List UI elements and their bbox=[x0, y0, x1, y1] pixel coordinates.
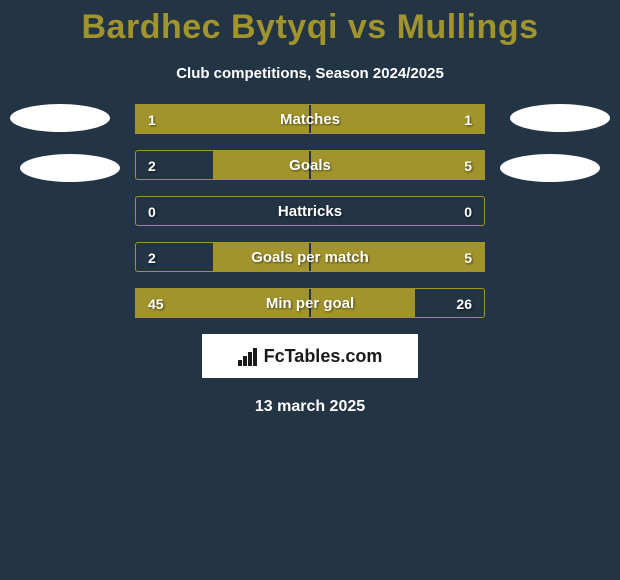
date-label: 13 march 2025 bbox=[0, 398, 620, 416]
value-left: 45 bbox=[136, 289, 176, 319]
value-right: 26 bbox=[444, 289, 484, 319]
bar-right bbox=[311, 288, 415, 318]
player-left-avatar-1 bbox=[10, 104, 110, 132]
value-left: 1 bbox=[136, 105, 168, 135]
value-left: 2 bbox=[136, 243, 168, 273]
bar-left bbox=[213, 150, 309, 180]
bar-chart-icon bbox=[238, 346, 260, 366]
subtitle: Club competitions, Season 2024/2025 bbox=[0, 65, 620, 82]
row-matches: 1 1 Matches bbox=[135, 104, 485, 134]
value-right: 5 bbox=[452, 243, 484, 273]
player-right-avatar-2 bbox=[500, 154, 600, 182]
row-hattricks: 0 0 Hattricks bbox=[135, 196, 485, 226]
bar-left bbox=[213, 242, 309, 272]
brand-text: FcTables.com bbox=[264, 346, 383, 367]
row-min-per-goal: 45 26 Min per goal bbox=[135, 288, 485, 318]
brand-box[interactable]: FcTables.com bbox=[202, 334, 418, 378]
value-left: 0 bbox=[136, 197, 168, 227]
value-right: 5 bbox=[452, 151, 484, 181]
value-left: 2 bbox=[136, 151, 168, 181]
row-goals-per-match: 2 5 Goals per match bbox=[135, 242, 485, 272]
bars-container: 1 1 Matches 2 5 Goals 0 0 Hattricks 2 5 … bbox=[135, 104, 485, 318]
comparison-chart: 1 1 Matches 2 5 Goals 0 0 Hattricks 2 5 … bbox=[0, 104, 620, 318]
player-left-avatar-2 bbox=[20, 154, 120, 182]
page-title: Bardhec Bytyqi vs Mullings bbox=[0, 0, 620, 47]
value-right: 0 bbox=[452, 197, 484, 227]
player-right-avatar-1 bbox=[510, 104, 610, 132]
row-goals: 2 5 Goals bbox=[135, 150, 485, 180]
value-right: 1 bbox=[452, 105, 484, 135]
